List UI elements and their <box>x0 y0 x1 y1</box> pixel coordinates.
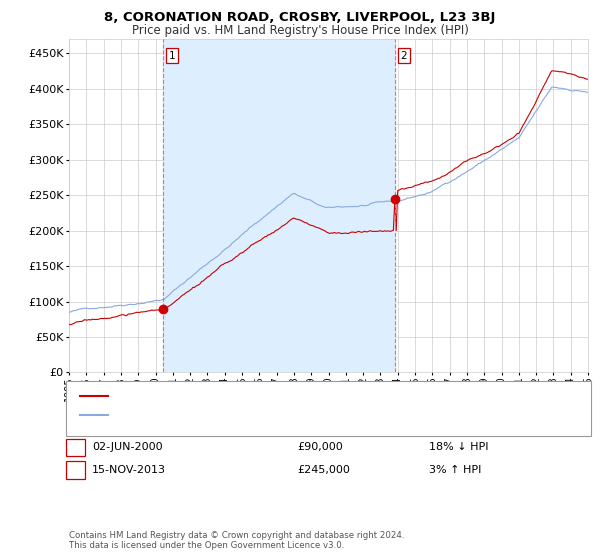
Text: £245,000: £245,000 <box>297 465 350 475</box>
Text: 3% ↑ HPI: 3% ↑ HPI <box>429 465 481 475</box>
Text: HPI: Average price, detached house, Sefton: HPI: Average price, detached house, Seft… <box>115 410 342 420</box>
Text: 18% ↓ HPI: 18% ↓ HPI <box>429 442 488 452</box>
Bar <box>163 39 395 372</box>
Text: 2: 2 <box>401 51 407 61</box>
Text: 1: 1 <box>169 51 175 61</box>
Text: Price paid vs. HM Land Registry's House Price Index (HPI): Price paid vs. HM Land Registry's House … <box>131 24 469 37</box>
Text: 1: 1 <box>72 442 79 452</box>
Text: 15-NOV-2013: 15-NOV-2013 <box>92 465 166 475</box>
Text: 8, CORONATION ROAD, CROSBY, LIVERPOOL, L23 3BJ: 8, CORONATION ROAD, CROSBY, LIVERPOOL, L… <box>104 11 496 24</box>
Text: 2: 2 <box>72 465 79 475</box>
Text: 8, CORONATION ROAD, CROSBY, LIVERPOOL, L23 3BJ (detached house): 8, CORONATION ROAD, CROSBY, LIVERPOOL, L… <box>115 391 487 401</box>
Text: 02-JUN-2000: 02-JUN-2000 <box>92 442 163 452</box>
Text: £90,000: £90,000 <box>297 442 343 452</box>
Text: Contains HM Land Registry data © Crown copyright and database right 2024.
This d: Contains HM Land Registry data © Crown c… <box>69 530 404 550</box>
